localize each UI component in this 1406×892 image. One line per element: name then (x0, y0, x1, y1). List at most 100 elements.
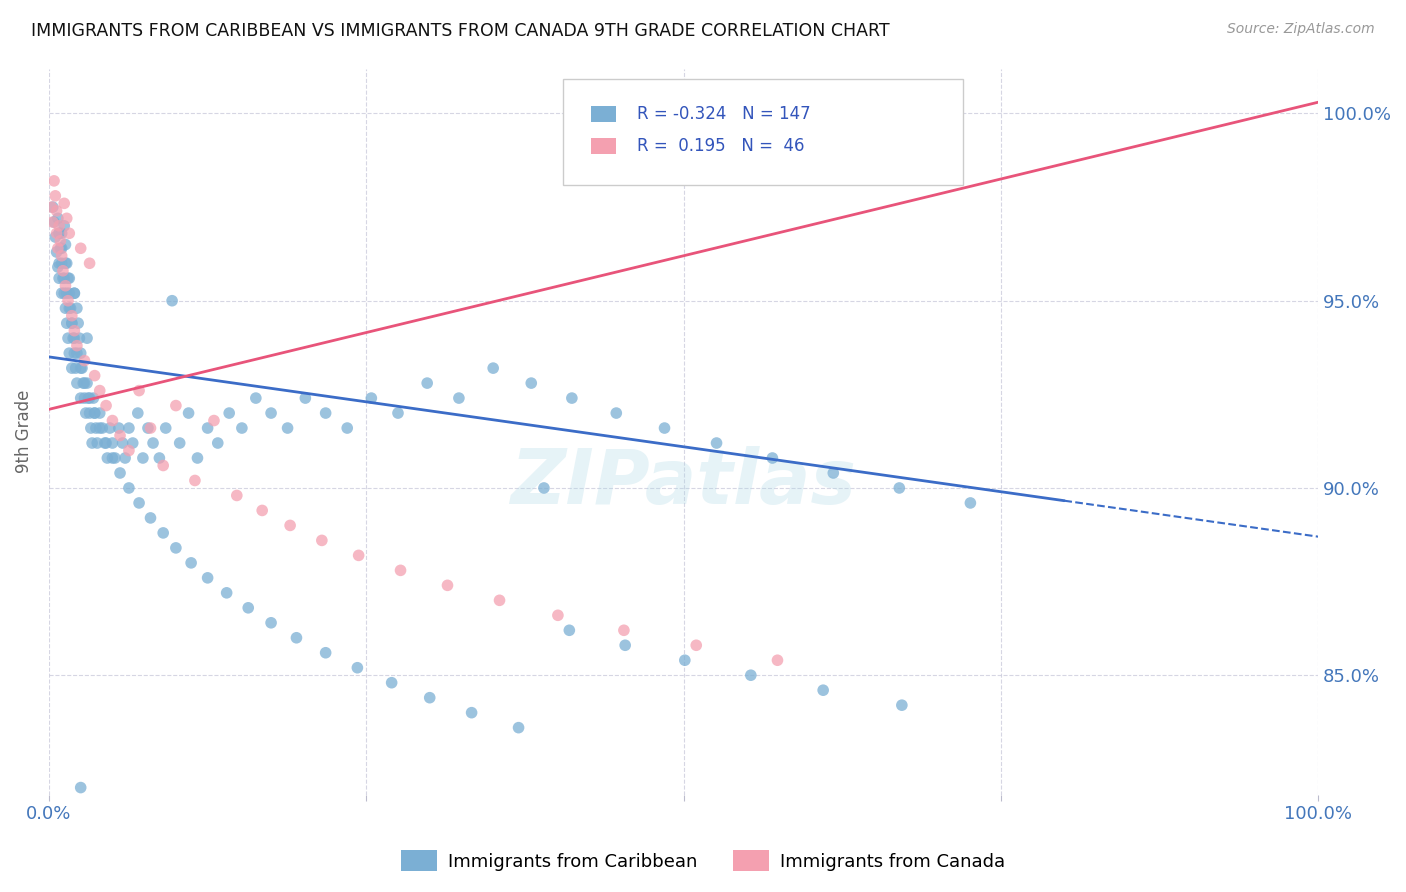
Point (311, 533, 333, 548)
Point (139, 421, 162, 435)
Point (58, 346, 80, 360)
Point (49, 234, 72, 248)
Point (69, 361, 91, 376)
Point (73, 376, 96, 390)
Point (53, 196, 76, 211)
Point (83, 406, 105, 420)
FancyBboxPatch shape (591, 106, 616, 122)
Point (42, 200, 65, 214)
Point (959, 496, 981, 510)
Point (51, 241, 73, 255)
Point (561, 391, 583, 405)
Point (89, 406, 111, 420)
Point (41, 200, 63, 214)
Point (51, 256, 73, 270)
Point (520, 376, 543, 390)
Point (685, 638, 707, 652)
Point (101, 413, 124, 427)
Point (55, 286, 77, 301)
Point (60, 309, 83, 323)
Point (53, 286, 76, 301)
Point (277, 421, 299, 435)
Point (460, 706, 482, 720)
Point (42, 174, 65, 188)
Point (86, 436, 108, 450)
Legend: Immigrants from Caribbean, Immigrants from Canada: Immigrants from Caribbean, Immigrants fr… (394, 843, 1012, 879)
Point (45, 227, 67, 241)
Point (51, 286, 73, 301)
Point (52, 264, 75, 278)
Point (65, 361, 87, 376)
Point (45, 245, 67, 260)
Point (533, 481, 555, 495)
Point (614, 638, 637, 652)
Point (218, 406, 240, 420)
Point (66, 301, 89, 316)
Point (49, 241, 72, 255)
Point (285, 631, 308, 645)
Point (91, 421, 114, 435)
Point (740, 668, 762, 682)
Point (60, 361, 83, 376)
Point (46, 241, 69, 255)
Point (160, 293, 183, 308)
Point (202, 413, 225, 427)
Point (69, 780, 91, 795)
Point (66, 376, 89, 390)
Point (165, 399, 187, 413)
Point (48, 219, 70, 233)
Point (42, 215, 65, 229)
Point (278, 518, 301, 533)
Point (152, 525, 174, 540)
Point (55, 278, 77, 293)
Point (73, 391, 96, 405)
Point (488, 593, 510, 607)
Point (605, 406, 627, 420)
Point (347, 549, 370, 563)
Point (260, 615, 283, 630)
Point (55, 256, 77, 270)
Point (77, 391, 100, 405)
Point (346, 661, 368, 675)
Point (104, 450, 127, 465)
Point (84, 421, 107, 435)
Point (76, 376, 98, 390)
Point (58, 286, 80, 301)
Point (83, 406, 105, 420)
Text: Source: ZipAtlas.com: Source: ZipAtlas.com (1227, 22, 1375, 37)
Point (260, 406, 283, 420)
Point (79, 256, 101, 270)
Point (419, 690, 441, 705)
Point (381, 675, 404, 690)
Point (66, 346, 89, 360)
Point (811, 683, 834, 698)
FancyBboxPatch shape (591, 138, 616, 154)
Point (889, 481, 911, 495)
Point (56, 293, 79, 308)
Point (613, 624, 636, 638)
Point (46, 211, 69, 226)
Point (101, 450, 124, 465)
Point (250, 503, 273, 517)
Point (67, 331, 90, 345)
Point (169, 436, 191, 450)
Point (62, 331, 84, 345)
Point (108, 428, 131, 442)
Point (45, 203, 67, 218)
Point (673, 653, 696, 667)
Point (55, 211, 77, 226)
Point (63, 286, 86, 301)
Point (225, 488, 247, 502)
Point (155, 421, 177, 435)
Point (436, 578, 458, 592)
Point (238, 600, 260, 615)
Point (55, 237, 77, 252)
Point (63, 286, 86, 301)
Point (51, 227, 73, 241)
Text: R = -0.324   N = 147: R = -0.324 N = 147 (637, 105, 810, 123)
Point (336, 421, 359, 435)
Point (127, 406, 149, 420)
Point (177, 406, 200, 420)
Point (70, 361, 93, 376)
Point (89, 384, 111, 398)
